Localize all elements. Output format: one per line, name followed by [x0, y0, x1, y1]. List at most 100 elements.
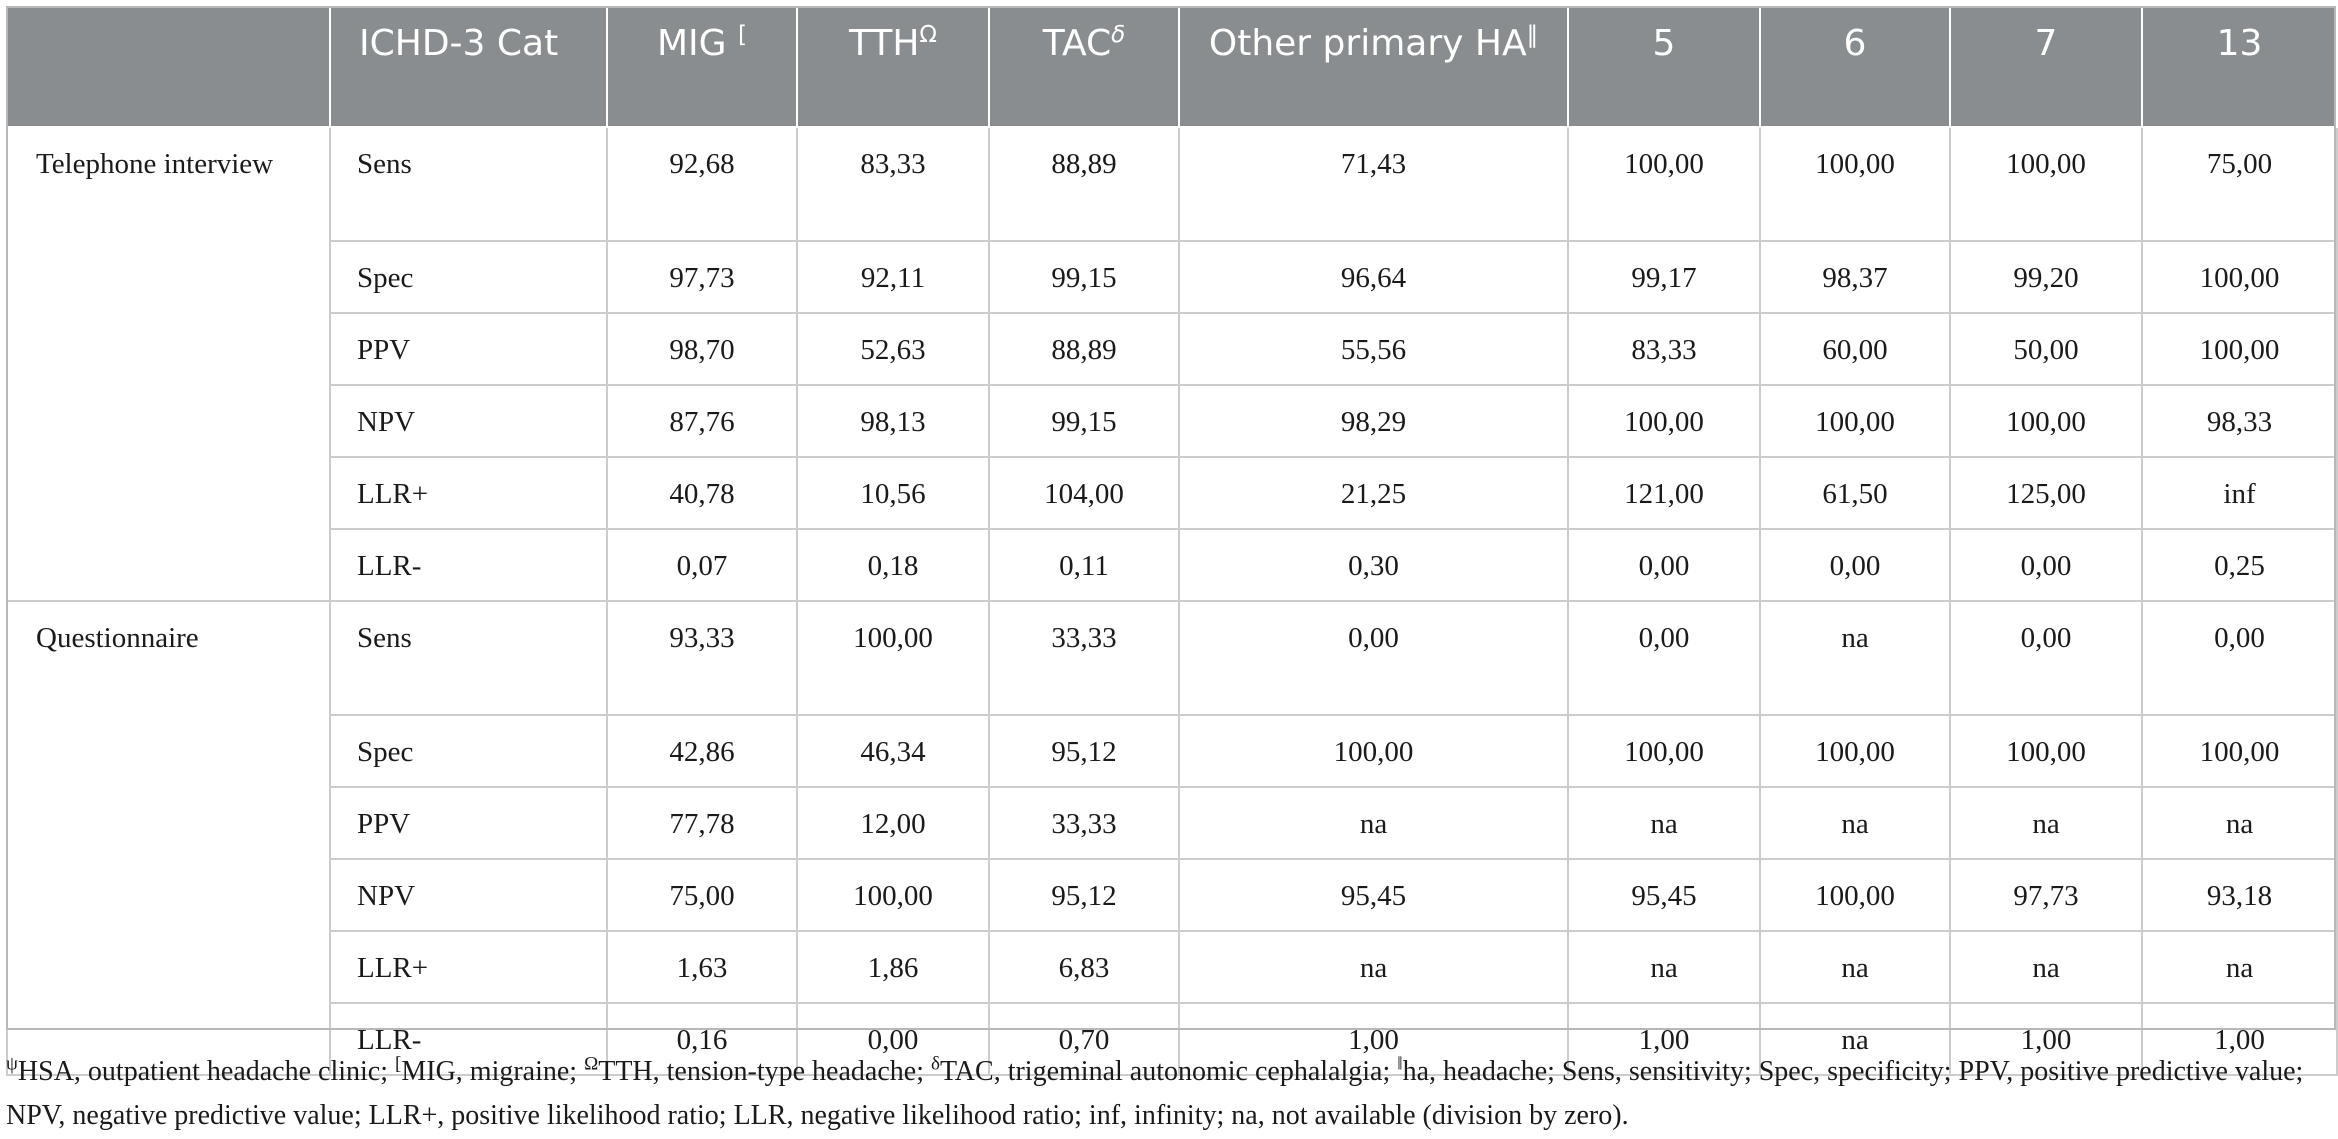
- value-cell: 104,00: [988, 456, 1180, 530]
- value-cell: 83,33: [1567, 312, 1761, 386]
- group-label: Questionnaire: [6, 600, 331, 1076]
- table-row: Questionnaire Sens 93,33 100,00 33,33 0,00 0,0…: [6, 600, 2338, 1076]
- value-cell: 100,00: [1178, 714, 1569, 788]
- header-tac-label: TAC: [1042, 23, 1112, 64]
- value-cell: 1,00: [1178, 1002, 1569, 1076]
- footnote-rest: ha, headache; Sens, sensitivity; Spec, s…: [6, 1056, 2304, 1131]
- value-cell: 33,33: [988, 600, 1180, 716]
- value-cell: 61,50: [1759, 456, 1951, 530]
- group-label: Telephone interview: [6, 126, 331, 602]
- value-cell: 46,34: [796, 714, 990, 788]
- value-cell: 98,37: [1759, 240, 1951, 314]
- header-tth-symbol: Ω: [919, 22, 937, 48]
- value-cell: 0,11: [988, 528, 1180, 602]
- table-footnote: ψHSA, outpatient headache clinic; [MIG, …: [6, 1050, 2332, 1138]
- value-cell: 75,00: [606, 858, 798, 932]
- value-cell: 55,56: [1178, 312, 1569, 386]
- value-cell: na: [1567, 930, 1761, 1004]
- metric-label: PPV: [329, 786, 608, 860]
- value-cell: 1,00: [1949, 1002, 2143, 1076]
- table-row: Telephone interview Sens 92,68 83,33 88,89 71…: [6, 126, 2338, 602]
- value-cell: 100,00: [1759, 858, 1951, 932]
- table-row: Spec 42,86 46,34 95,12 100,00 100,00 100,00 100…: [7, 714, 2338, 788]
- value-cell: 100,00: [1949, 384, 2143, 458]
- metric-label: LLR+: [329, 930, 608, 1004]
- value-cell: 99,15: [988, 240, 1180, 314]
- value-cell: 0,00: [1567, 528, 1761, 602]
- value-cell: 60,00: [1759, 312, 1951, 386]
- value-cell: na: [2141, 786, 2338, 860]
- value-cell: na: [1759, 930, 1951, 1004]
- header-other-symbol: ‖: [1526, 22, 1539, 48]
- value-cell: 92,11: [796, 240, 990, 314]
- table-row: LLR- 0,07 0,18 0,11 0,30 0,00 0,00 0,00 0,25: [7, 528, 2338, 602]
- value-cell: 33,33: [988, 786, 1180, 860]
- value-cell: 77,78: [606, 786, 798, 860]
- value-cell: 0,07: [606, 528, 798, 602]
- value-cell: 40,78: [606, 456, 798, 530]
- value-cell: 1,63: [606, 930, 798, 1004]
- header-mig-symbol: [: [738, 22, 747, 48]
- value-cell: 97,73: [1949, 858, 2143, 932]
- value-cell: 0,18: [796, 528, 990, 602]
- value-cell: 0,00: [1759, 528, 1951, 602]
- value-cell: na: [2141, 930, 2338, 1004]
- metric-label: LLR-: [329, 528, 608, 602]
- value-cell: 50,00: [1949, 312, 2143, 386]
- footnote-mig-symbol: [: [395, 1053, 402, 1075]
- header-col-13: 13: [2141, 6, 2338, 128]
- header-col-7: 7: [1949, 6, 2143, 128]
- value-cell: 0,00: [1949, 528, 2143, 602]
- results-table-container: ICHD-3 Cat MIG [ TTHΩ TACδ Other primary…: [6, 6, 2338, 1076]
- value-cell: 100,00: [1567, 126, 1761, 242]
- header-tth-label: TTH: [849, 23, 920, 64]
- footnote-tth-symbol: Ω: [584, 1053, 599, 1075]
- header-col-6: 6: [1759, 6, 1951, 128]
- table-row: PPV 98,70 52,63 88,89 55,56 83,33 60,00 50,00 10…: [7, 312, 2338, 386]
- value-cell: 100,00: [2141, 240, 2338, 314]
- value-cell: 0,00: [1567, 600, 1761, 716]
- table-row: LLR+ 1,63 1,86 6,83 na na na na na: [7, 930, 2338, 1004]
- value-cell: 6,83: [988, 930, 1180, 1004]
- value-cell: 0,00: [1178, 600, 1569, 716]
- diagnostic-accuracy-table: ICHD-3 Cat MIG [ TTHΩ TACδ Other primary…: [6, 6, 2338, 1076]
- value-cell: 0,00: [796, 1002, 990, 1076]
- value-cell: 100,00: [2141, 312, 2338, 386]
- value-cell: 12,00: [796, 786, 990, 860]
- footnote-tac-symbol: δ: [930, 1053, 940, 1075]
- value-cell: 99,17: [1567, 240, 1761, 314]
- value-cell: 52,63: [796, 312, 990, 386]
- value-cell: 1,00: [1567, 1002, 1761, 1076]
- header-other-label: Other primary HA: [1208, 23, 1527, 64]
- table-row: LLR- 0,16 0,00 0,70 1,00 1,00 na 1,00 1,00: [7, 1002, 2338, 1076]
- metric-label: LLR+: [329, 456, 608, 530]
- value-cell: na: [1178, 930, 1569, 1004]
- value-cell: 100,00: [1567, 384, 1761, 458]
- value-cell: na: [1949, 930, 2143, 1004]
- footnote-ha-symbol: ‖: [1397, 1053, 1403, 1075]
- value-cell: na: [1949, 786, 2143, 860]
- header-ichd3-cat: ICHD-3 Cat: [329, 6, 608, 128]
- value-cell: 0,70: [988, 1002, 1180, 1076]
- value-cell: 10,56: [796, 456, 990, 530]
- value-cell: 93,33: [606, 600, 798, 716]
- value-cell: 0,30: [1178, 528, 1569, 602]
- table-row: NPV 87,76 98,13 99,15 98,29 100,00 100,00 100,0…: [7, 384, 2338, 458]
- footnote-psi-symbol: ψ: [6, 1053, 18, 1075]
- metric-label: Spec: [329, 714, 608, 788]
- value-cell: na: [1759, 786, 1951, 860]
- header-mig-label: MIG: [656, 23, 727, 64]
- value-cell: 98,70: [606, 312, 798, 386]
- footnote-tac: TAC, trigeminal autonomic cephalalgia;: [939, 1056, 1398, 1087]
- value-cell: na: [1178, 786, 1569, 860]
- value-cell: 92,68: [606, 126, 798, 242]
- table-body: Telephone interview Sens 92,68 83,33 88,89 71…: [6, 126, 2338, 1076]
- value-cell: 100,00: [796, 600, 990, 716]
- metric-label: Spec: [329, 240, 608, 314]
- value-cell: 100,00: [1759, 384, 1951, 458]
- value-cell: 21,25: [1178, 456, 1569, 530]
- value-cell: 96,64: [1178, 240, 1569, 314]
- value-cell: na: [1759, 600, 1951, 716]
- table-header: ICHD-3 Cat MIG [ TTHΩ TACδ Other primary…: [6, 6, 2338, 128]
- value-cell: 75,00: [2141, 126, 2338, 242]
